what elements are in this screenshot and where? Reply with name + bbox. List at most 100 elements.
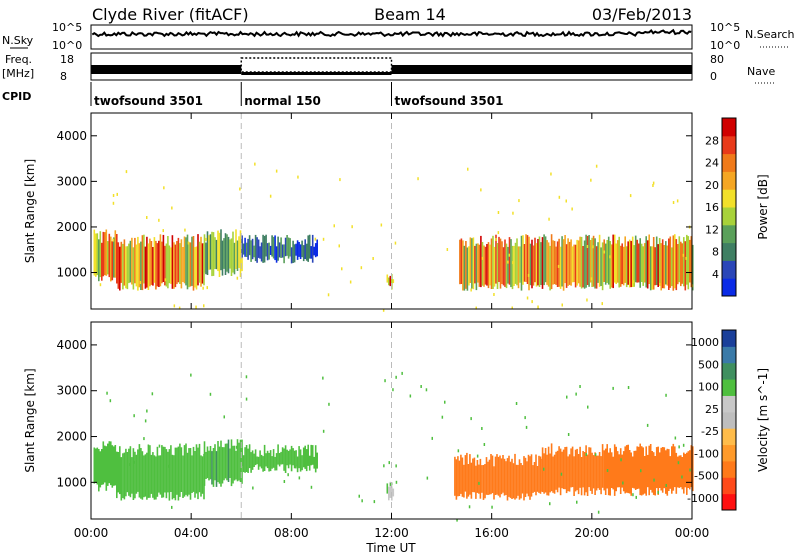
echo-cell xyxy=(272,449,275,468)
echo-scatter xyxy=(168,464,170,468)
colorbar-swatch xyxy=(722,118,736,137)
echo-cell xyxy=(636,446,638,489)
echo-cell xyxy=(232,445,234,484)
echo-cell xyxy=(162,446,165,498)
echo-cell xyxy=(564,447,566,490)
echo-cell xyxy=(105,229,108,276)
echo-cell xyxy=(223,447,225,481)
echo-scatter xyxy=(158,218,160,222)
echo-cell xyxy=(287,450,290,469)
echo-cell xyxy=(308,234,311,259)
echo-cell xyxy=(649,246,652,291)
echo-cell xyxy=(630,452,632,496)
echo-cell xyxy=(684,453,687,488)
echo-cell xyxy=(188,242,190,288)
echo-cell xyxy=(507,246,509,284)
echo-cell xyxy=(138,444,141,498)
echo-cell xyxy=(238,236,240,268)
echo-cell xyxy=(129,446,132,498)
echo-scatter xyxy=(395,375,397,379)
echo-cell xyxy=(677,456,679,488)
echo-cell xyxy=(600,456,602,495)
echo-cell xyxy=(567,456,569,492)
echo-cell xyxy=(265,234,267,257)
freq-band-2 xyxy=(391,65,692,74)
echo-cell xyxy=(660,447,662,491)
echo-cell xyxy=(146,236,148,288)
echo-cell xyxy=(579,236,581,287)
echo-cell xyxy=(257,239,260,258)
echo-cell xyxy=(224,233,227,275)
echo-cell xyxy=(671,247,673,287)
echo-cell xyxy=(156,446,159,497)
echo-cell xyxy=(674,234,676,289)
echo-cell xyxy=(185,237,187,286)
echo-cell xyxy=(504,239,506,287)
cpid-segment-2: twofsound 3501 xyxy=(395,94,504,108)
echo-cell xyxy=(501,241,503,284)
echo-cell xyxy=(675,452,678,494)
echo-cell xyxy=(600,247,602,286)
echo-cell xyxy=(289,449,291,465)
echo-cell xyxy=(609,448,611,496)
freq-label: Freq. xyxy=(5,53,32,66)
echo-cell xyxy=(298,242,300,257)
echo-cell xyxy=(601,242,604,291)
echo-cell xyxy=(262,234,264,263)
echo-scatter xyxy=(511,306,513,310)
echo-cell xyxy=(254,234,257,262)
colorbar-tick-label: 24 xyxy=(705,157,719,170)
echo-scatter xyxy=(383,464,385,468)
cpid-label: CPID xyxy=(2,90,31,103)
echo-cell xyxy=(96,447,99,485)
echo-cell xyxy=(657,244,659,287)
echo-cell xyxy=(633,245,635,287)
echo-cell xyxy=(529,243,532,286)
echo-cell xyxy=(176,447,178,495)
echo-cell xyxy=(314,445,317,473)
echo-cell xyxy=(678,236,681,283)
echo-cell xyxy=(514,453,516,500)
y-tick-label: 4000 xyxy=(56,338,87,352)
colorbar-swatch xyxy=(722,444,736,462)
echo-cell xyxy=(672,443,675,491)
echo-cell xyxy=(460,238,463,284)
echo-scatter xyxy=(629,194,632,198)
echo-cell xyxy=(624,236,626,283)
echo-cell xyxy=(553,240,556,285)
echo-cell xyxy=(137,236,139,291)
echo-cell xyxy=(147,243,150,290)
colorbar-tick-label: 20 xyxy=(705,179,719,192)
nsky-tick-bottom: 10^0 xyxy=(52,39,82,52)
echo-scatter xyxy=(139,281,142,284)
echo-cell xyxy=(567,238,569,286)
echo-cell xyxy=(179,243,181,284)
echo-scatter xyxy=(682,443,685,447)
freq-trace xyxy=(91,57,692,75)
echo-scatter xyxy=(627,386,630,389)
echo-scatter xyxy=(314,237,317,241)
echo-scatter xyxy=(384,379,386,383)
echo-scatter xyxy=(457,449,460,453)
echo-scatter xyxy=(389,482,392,486)
echo-cell xyxy=(655,447,658,489)
echo-cell xyxy=(144,454,147,497)
echo-cell xyxy=(586,454,589,496)
echo-cell xyxy=(201,456,204,494)
echo-cell xyxy=(245,242,248,257)
y-tick-label: 2000 xyxy=(56,220,87,234)
echo-cell xyxy=(598,234,601,287)
colorbar-tick-label: 12 xyxy=(705,223,719,236)
echo-cell xyxy=(123,239,126,286)
echo-cell xyxy=(191,455,193,493)
echo-scatter xyxy=(297,175,299,179)
echo-cell xyxy=(197,234,199,286)
echo-cell xyxy=(538,236,541,287)
echo-scatter xyxy=(298,476,301,480)
echo-cell xyxy=(692,244,694,291)
echo-cell xyxy=(616,451,619,488)
echo-cell xyxy=(238,442,240,481)
echo-scatter xyxy=(478,481,480,485)
nsky-line xyxy=(91,28,692,38)
echo-cell xyxy=(505,461,507,495)
